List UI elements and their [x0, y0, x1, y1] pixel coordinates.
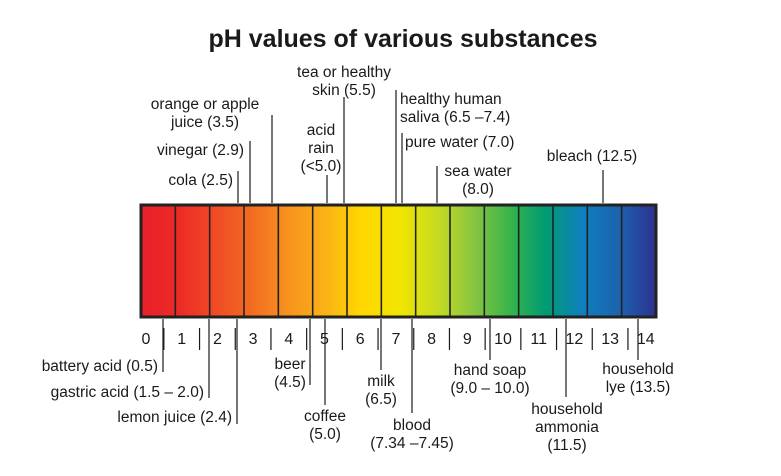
gastric-acid-label: gastric acid (1.5 – 2.0): [51, 384, 204, 401]
substance-saliva: healthy human saliva (6.5 –7.4): [395, 90, 510, 203]
acid-rain-label-line: acid: [307, 122, 335, 139]
ph-tick-label: 4: [284, 331, 293, 348]
household-ammonia-label-line: (11.5): [547, 437, 586, 454]
ph-color-bar: [139, 203, 658, 319]
sea-water-label: sea water (8.0): [444, 163, 511, 198]
ph-tick-label: 2: [213, 331, 222, 348]
ph-tick-label: 0: [142, 331, 151, 348]
cola-label-line: cola (2.5): [168, 172, 233, 189]
lemon-juice-label-line: lemon juice (2.4): [117, 409, 232, 426]
pure-water-label: pure water (7.0): [405, 134, 514, 151]
hand-soap-label-line: hand soap: [454, 362, 526, 379]
saliva-label: healthy human saliva (6.5 –7.4): [400, 91, 510, 126]
pure-water-label-line: pure water (7.0): [405, 134, 514, 151]
coffee-label-line: coffee: [304, 408, 346, 425]
coffee-label-line: (5.0): [309, 426, 341, 443]
ph-tick-label: 14: [637, 331, 655, 348]
hand-soap-label: hand soap (9.0 – 10.0): [450, 362, 529, 397]
household-lye-label: household lye (13.5): [602, 361, 674, 396]
substance-hand-soap: hand soap (9.0 – 10.0): [450, 319, 530, 397]
acid-rain-label-line: rain: [308, 140, 334, 157]
tea-label-line: skin (5.5): [312, 82, 376, 99]
substance-lemon-juice: lemon juice (2.4): [117, 319, 238, 426]
household-ammonia-label-line: household: [531, 401, 603, 418]
hand-soap-label-line: (9.0 – 10.0): [450, 380, 529, 397]
substance-cola: cola (2.5): [168, 171, 239, 203]
household-ammonia-label: household ammonia (11.5): [531, 401, 603, 454]
substance-bleach: bleach (12.5): [547, 148, 637, 203]
substance-vinegar: vinegar (2.9): [157, 141, 251, 203]
beer-label-line: (4.5): [274, 374, 306, 391]
blood-label-line: blood: [393, 417, 431, 434]
cola-label: cola (2.5): [168, 172, 233, 189]
saliva-label-line: healthy human: [400, 91, 502, 108]
ph-tick-label: 9: [463, 331, 472, 348]
substance-acid-rain: acid rain (<5.0): [301, 122, 342, 203]
milk-label-line: milk: [367, 373, 395, 390]
battery-acid-label: battery acid (0.5): [42, 358, 158, 375]
substance-milk: milk (6.5): [365, 319, 397, 408]
coffee-label: coffee (5.0): [304, 408, 346, 443]
beer-label: beer (4.5): [274, 356, 306, 391]
acid-rain-label-line: (<5.0): [301, 158, 342, 175]
substance-blood: blood (7.34 –7.45): [370, 319, 454, 452]
lemon-juice-label: lemon juice (2.4): [117, 409, 232, 426]
orange-juice-label-line: orange or apple: [151, 96, 260, 113]
ph-tick-label: 11: [530, 331, 547, 348]
sea-water-label-line: (8.0): [462, 181, 494, 198]
saliva-label-line: saliva (6.5 –7.4): [400, 109, 510, 126]
orange-juice-label-line: juice (3.5): [170, 114, 239, 131]
acid-rain-label: acid rain (<5.0): [301, 122, 342, 175]
diagram-title: pH values of various substances: [208, 25, 597, 53]
substance-household-lye: household lye (13.5): [602, 319, 674, 396]
orange-juice-label: orange or apple juice (3.5): [151, 96, 260, 131]
sea-water-label-line: sea water: [444, 163, 511, 180]
milk-label: milk (6.5): [365, 373, 397, 408]
substances-below: battery acid (0.5) gastric acid (1.5 – 2.…: [42, 319, 674, 454]
substance-beer: beer (4.5): [274, 319, 311, 391]
ph-tick-label: 7: [391, 331, 400, 348]
bleach-label-line: bleach (12.5): [547, 148, 637, 165]
battery-acid-label-line: battery acid (0.5): [42, 358, 158, 375]
vinegar-label-line: vinegar (2.9): [157, 142, 244, 159]
tea-label-line: tea or healthy: [297, 64, 391, 81]
substance-sea-water: sea water (8.0): [436, 163, 512, 203]
beer-label-line: beer: [274, 356, 305, 373]
substance-battery-acid: battery acid (0.5): [42, 319, 164, 375]
substance-orange-juice: orange or apple juice (3.5): [151, 96, 273, 203]
ph-tick-label: 13: [601, 331, 619, 348]
gastric-acid-label-line: gastric acid (1.5 – 2.0): [51, 384, 204, 401]
substance-gastric-acid: gastric acid (1.5 – 2.0): [51, 319, 210, 401]
substance-pure-water: pure water (7.0): [401, 133, 514, 203]
vinegar-label: vinegar (2.9): [157, 142, 244, 159]
substance-coffee: coffee (5.0): [304, 319, 346, 443]
ph-tick-label: 12: [566, 331, 584, 348]
substance-household-ammonia: household ammonia (11.5): [531, 319, 603, 454]
household-ammonia-label-line: ammonia: [535, 419, 599, 436]
tea-label: tea or healthy skin (5.5): [297, 64, 391, 99]
ph-gradient-fill: [141, 205, 656, 317]
household-lye-label-line: lye (13.5): [606, 379, 671, 396]
blood-label: blood (7.34 –7.45): [370, 417, 454, 452]
ph-tick-label: 3: [249, 331, 258, 348]
milk-label-line: (6.5): [365, 391, 397, 408]
substance-tea: tea or healthy skin (5.5): [297, 64, 391, 203]
ph-tick-labels: 0 1 2 3 4 5 6 7 8 9 10 11 12 13 14: [142, 328, 655, 350]
ph-tick-label: 10: [494, 331, 512, 348]
ph-tick-label: 1: [177, 331, 186, 348]
ph-bar-border: [139, 203, 658, 319]
bleach-label: bleach (12.5): [547, 148, 637, 165]
household-lye-label-line: household: [602, 361, 674, 378]
blood-label-line: (7.34 –7.45): [370, 435, 454, 452]
ph-tick-label: 8: [427, 331, 436, 348]
substances-above: bleach (12.5) sea water (8.0) pure water (7…: [151, 64, 637, 203]
ph-tick-label: 6: [356, 331, 365, 348]
